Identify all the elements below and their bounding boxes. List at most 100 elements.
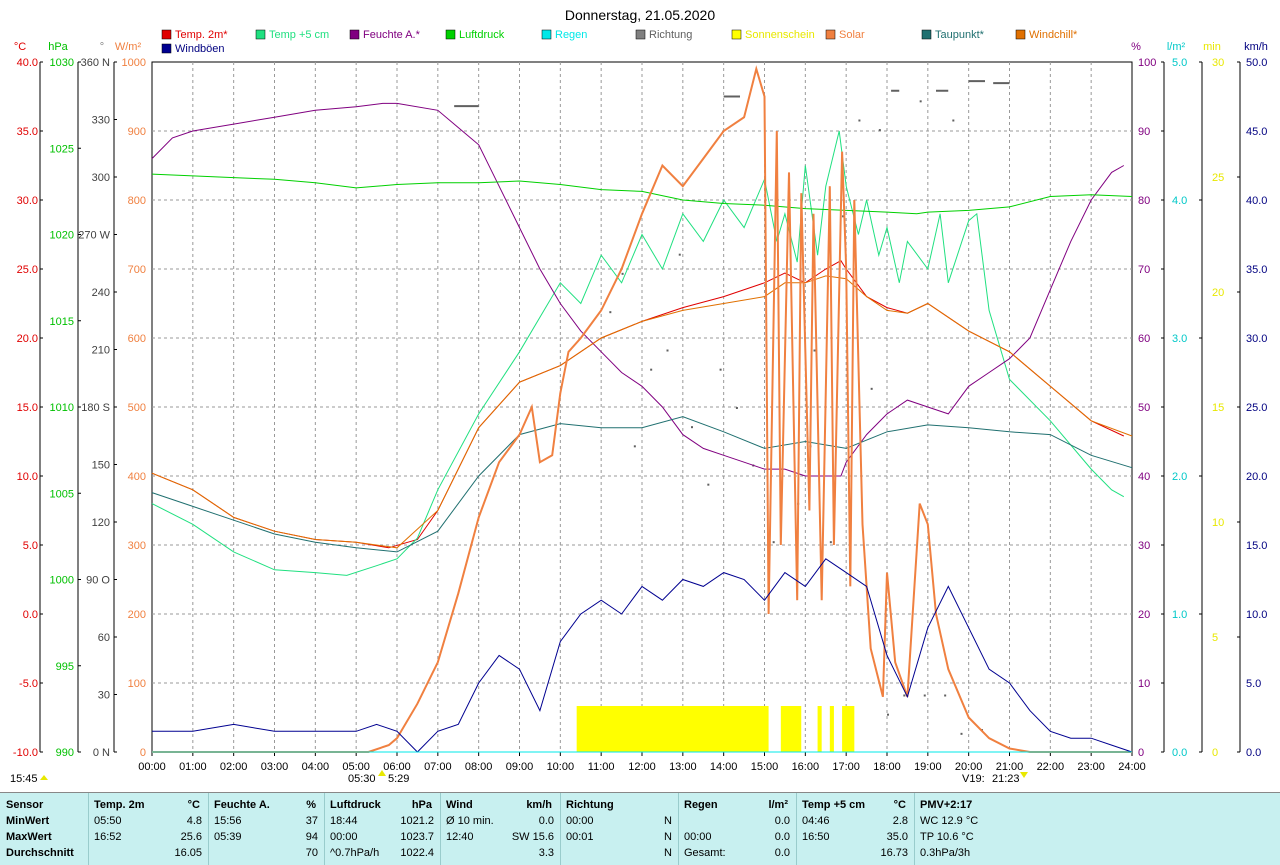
table-cell-time: 04:46	[802, 815, 830, 827]
time-tick-label: 09:00	[506, 761, 534, 773]
table-column	[678, 793, 797, 865]
pressure-axis-tick-label: 1030	[50, 57, 74, 69]
temp-axis-tick-label: 40.0	[17, 57, 38, 69]
humidity-axis-tick-label: 70	[1138, 264, 1150, 276]
time-tick-label: 12:00	[628, 761, 656, 773]
table-row-label: MinWert	[6, 815, 50, 827]
humidity-axis-tick-label: 80	[1138, 195, 1150, 207]
legend-swatch	[731, 29, 742, 40]
solar-axis-tick-label: 1000	[122, 57, 146, 69]
humidity-axis-tick-label: 0	[1138, 747, 1144, 759]
legend-swatch	[349, 29, 360, 40]
humidity-axis-tick-label: 30	[1138, 540, 1150, 552]
direction-point	[735, 407, 738, 409]
table-row-label: Durchschnitt	[6, 847, 74, 859]
direction-point	[952, 119, 955, 122]
time-tick-label: 11:00	[588, 761, 615, 773]
table-header: Sensor	[6, 799, 44, 811]
temp-axis-tick-label: 5.0	[23, 540, 38, 552]
table-cell-value: 25.6	[180, 831, 202, 843]
table-column	[88, 793, 209, 865]
solar-axis-tick-label: 100	[128, 678, 146, 690]
series-line	[151, 275, 1133, 549]
rain-axis-tick-label: 4.0	[1172, 195, 1187, 207]
time-tick-label: 13:00	[669, 761, 697, 773]
table-cell-time: 16:50	[802, 831, 830, 843]
table-header: Feuchte A.	[214, 799, 270, 811]
table-cell-value: 0.0	[774, 831, 790, 843]
time-tick-label: 23:00	[1077, 761, 1105, 773]
stats-table: Sensor Temp. 2m °C Feuchte A.% Luftdruck hPa W…	[0, 792, 1280, 865]
table-cell-value: 16.73	[880, 847, 908, 859]
time-tick-label: 24:00	[1118, 761, 1146, 773]
series-line	[151, 130, 1125, 576]
direction-point	[813, 349, 816, 352]
legend-swatch	[161, 29, 172, 40]
legend-label: Windböen	[175, 43, 225, 55]
left-marker-label: 15:45	[10, 773, 38, 785]
legend-swatch	[921, 29, 932, 40]
table-column	[560, 793, 679, 865]
humidity-axis-tick-label: 50	[1138, 402, 1150, 414]
legend-swatch	[161, 43, 172, 54]
time-tick-label: 07:00	[424, 761, 452, 773]
direction-point	[858, 119, 861, 122]
solar-axis-tick-label: 300	[128, 540, 146, 552]
temp-axis-tick-label: 10.0	[17, 471, 38, 483]
direction-point	[870, 387, 873, 390]
table-header-unit: l/m²	[768, 799, 788, 811]
direction-axis-tick-label: 120	[92, 517, 110, 529]
solar-axis-tick-label: 900	[128, 126, 146, 138]
wind-axis-tick-label: 10.0	[1246, 609, 1267, 621]
sunshine-axis-tick-label: 0	[1212, 747, 1218, 759]
solar-axis-tick-label: 600	[128, 333, 146, 345]
direction-axis-tick-label: 0 N	[93, 747, 110, 759]
legend-label: Windchill*	[1029, 29, 1078, 41]
table-cell-value: 1021.2	[400, 815, 434, 827]
table-cell-value: 2.8	[892, 815, 908, 827]
direction-axis-tick-label: 180 S	[81, 402, 110, 414]
axis-unit-label: °	[100, 41, 104, 53]
wind-axis-tick-label: 45.0	[1246, 126, 1267, 138]
table-column	[0, 793, 89, 865]
time-tick-label: 17:00	[832, 761, 860, 773]
table-header-unit: hPa	[411, 799, 432, 811]
direction-point	[944, 694, 947, 697]
chart-title: Donnerstag, 21.05.2020	[565, 7, 715, 23]
time-tick-label: 01:00	[179, 761, 207, 773]
time-markers: 15:45 05:30 5:29 V19: 21:23	[10, 770, 1028, 785]
table-cell-time: 00:01	[566, 831, 594, 843]
temp-axis-tick-label: -5.0	[19, 678, 38, 690]
sunshine-axis-tick-label: 5	[1212, 632, 1218, 644]
direction-point	[842, 215, 845, 218]
temp-axis-tick-label: 20.0	[17, 333, 38, 345]
axis-unit-label: °C	[14, 41, 26, 53]
pressure-axis-tick-label: 1000	[50, 575, 74, 587]
table-cell-value: N	[664, 831, 672, 843]
time-tick-label: 04:00	[302, 761, 330, 773]
wind-axis-tick-label: 35.0	[1246, 264, 1267, 276]
table-column	[324, 793, 441, 865]
time-tick-label: 05:00	[342, 761, 370, 773]
time-tick-label: 22:00	[1037, 761, 1065, 773]
temp-axis-tick-label: 0.0	[23, 609, 38, 621]
table-cell-value: N	[664, 847, 672, 859]
direction-point	[960, 732, 963, 735]
table-cell-time: 16:52	[94, 831, 122, 843]
pmv-line: TP 10.6 °C	[920, 831, 974, 843]
pressure-axis-tick-label: 1010	[50, 402, 74, 414]
humidity-axis-tick-label: 20	[1138, 609, 1150, 621]
wind-axis-tick-label: 15.0	[1246, 540, 1267, 552]
direction-axis-tick-label: 300	[92, 172, 110, 184]
time-tick-label: 03:00	[261, 761, 289, 773]
series-line	[152, 558, 1133, 753]
sunshine-axis-tick-label: 10	[1212, 517, 1224, 529]
legend-label: Feuchte A.*	[363, 29, 421, 41]
direction-axis-tick-label: 210	[92, 345, 110, 357]
humidity-axis-tick-label: 60	[1138, 333, 1150, 345]
table-row-label: MaxWert	[6, 831, 52, 843]
wind-axis-tick-label: 20.0	[1246, 471, 1267, 483]
direction-axis-tick-label: 330	[92, 115, 110, 127]
direction-point	[621, 272, 624, 275]
direction-axis-tick-label: 30	[98, 690, 110, 702]
